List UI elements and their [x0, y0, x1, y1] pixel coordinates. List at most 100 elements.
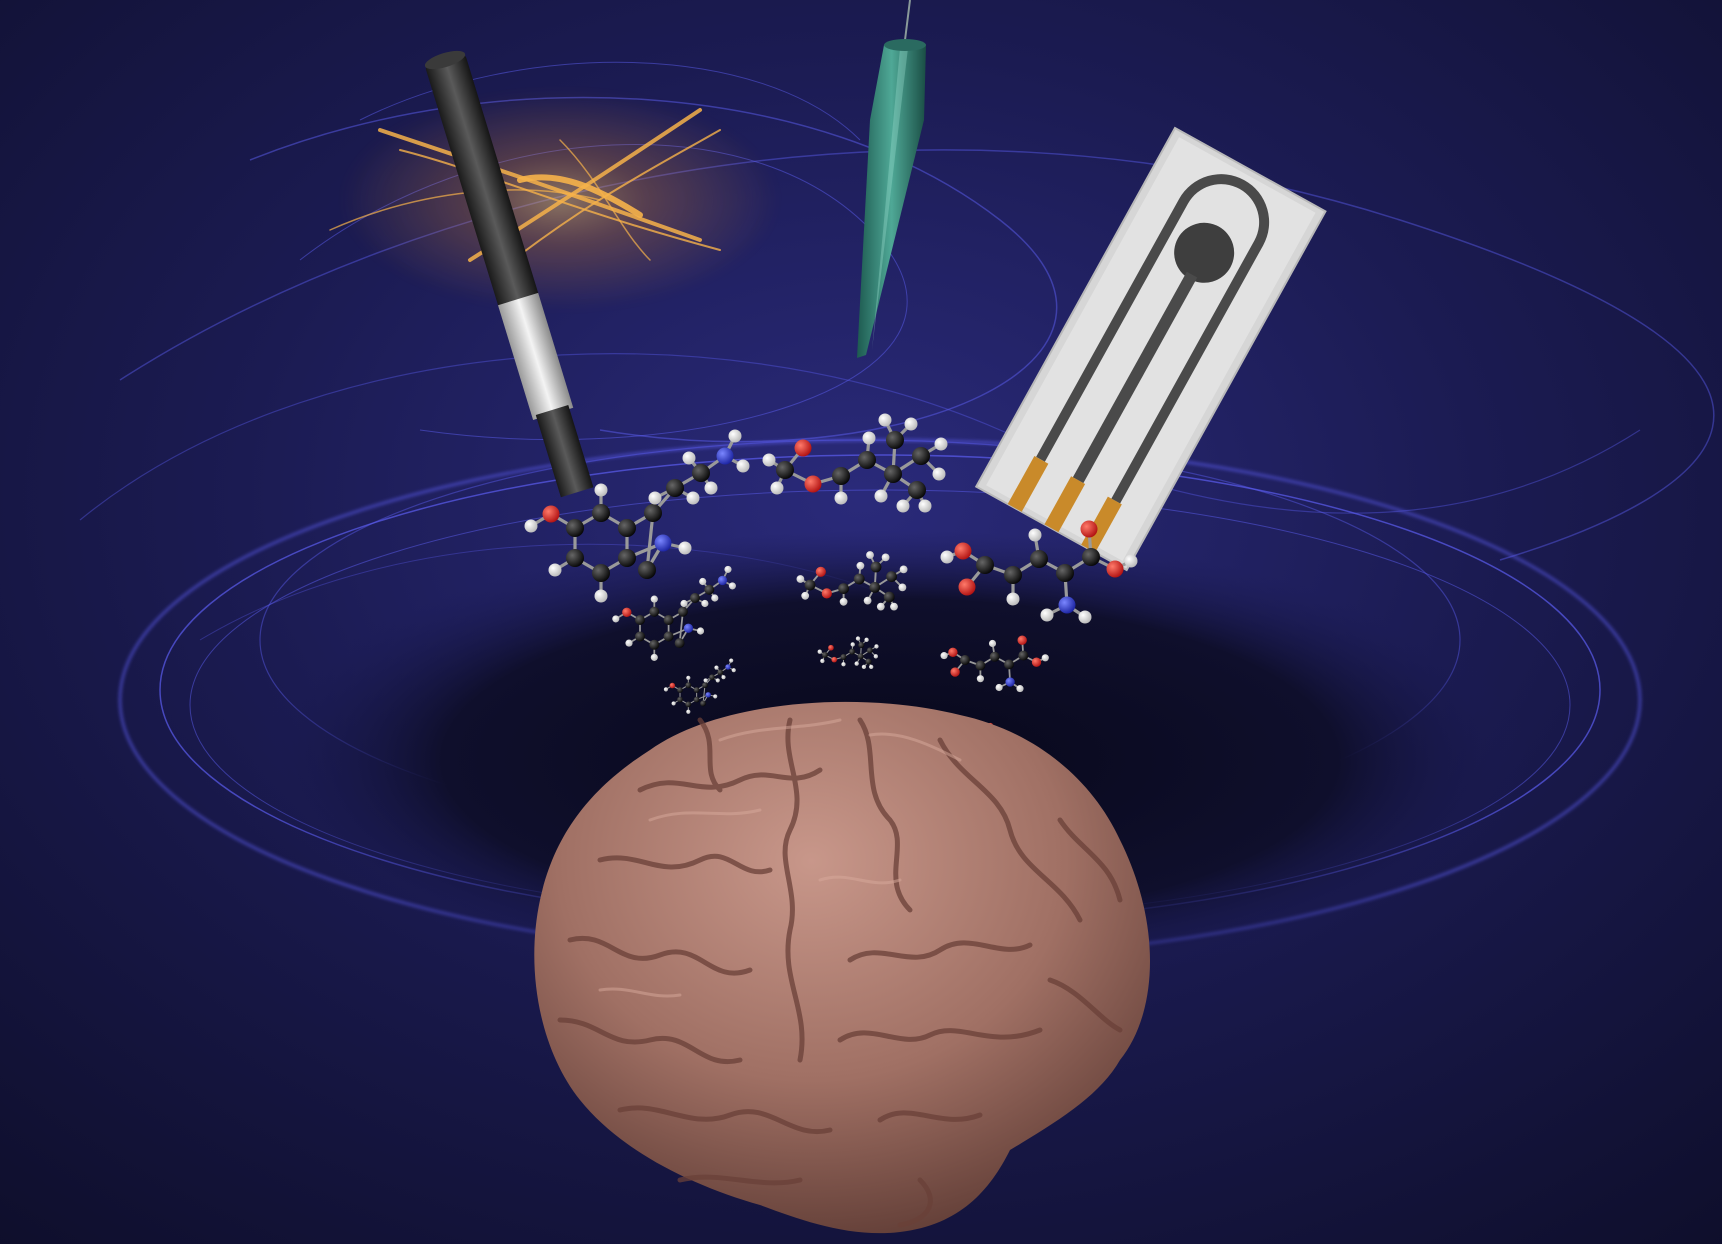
atom-H [918, 499, 932, 513]
atom-O [821, 588, 832, 599]
atom-H [841, 662, 846, 667]
molecule-center-3 [817, 636, 879, 670]
atom-H [940, 550, 954, 564]
atom-H [995, 683, 1003, 692]
atom-C [1056, 564, 1074, 582]
molecule-bond [702, 685, 706, 704]
atom-C [635, 615, 645, 625]
atom-C [618, 519, 636, 537]
atom-C [693, 687, 700, 693]
atom-C [866, 647, 873, 654]
atom-C [858, 642, 865, 649]
atom-C [702, 682, 708, 689]
atom-H [904, 417, 918, 431]
atom-H [648, 491, 662, 505]
atom-C [717, 669, 724, 676]
atom-C [1004, 659, 1014, 670]
atom-H [650, 653, 658, 661]
atom-C [857, 653, 864, 660]
atom-H [873, 654, 878, 659]
atom-H [839, 597, 848, 606]
atom-H [898, 583, 907, 592]
atom-O [1031, 657, 1042, 667]
atom-H [678, 541, 692, 555]
atom-O [794, 439, 812, 457]
atom-O [804, 475, 822, 493]
atom-H [874, 644, 879, 649]
atom-C [822, 652, 828, 658]
atom-N [725, 664, 731, 670]
atom-O [950, 667, 960, 677]
atom-H [524, 519, 538, 533]
molecule-center-1 [762, 413, 948, 513]
atom-C [838, 583, 849, 594]
atom-H [988, 639, 997, 648]
atom-H [714, 665, 719, 670]
atom-C [1004, 566, 1022, 584]
atom-O [948, 647, 958, 657]
atom-C [649, 639, 660, 650]
atom-H [869, 664, 874, 670]
atom-H [1006, 592, 1020, 606]
atom-C [776, 461, 794, 479]
carbon-rod-electrode-icon [424, 50, 594, 498]
atom-H [729, 658, 734, 663]
atom-H [682, 451, 696, 465]
atom-C [709, 674, 715, 681]
atom-O [954, 542, 972, 560]
atom-C [886, 431, 904, 449]
atom-H [855, 636, 861, 641]
atom-H [1041, 654, 1049, 662]
molecule-left-1 [524, 429, 750, 603]
atom-O [828, 644, 834, 651]
atom-H [834, 491, 848, 505]
atom-C [649, 606, 660, 617]
atom-C [840, 654, 847, 660]
atom-H [701, 599, 709, 608]
atom-C [674, 638, 685, 649]
atom-O [958, 578, 976, 596]
atom-H [663, 687, 668, 692]
atom-H [686, 675, 691, 680]
atom-H [686, 709, 691, 714]
atom-C [693, 696, 700, 703]
atom-H [796, 575, 805, 583]
atom-H [736, 459, 750, 473]
atom-H [625, 639, 633, 647]
atom-N [717, 575, 728, 586]
molecule-left-2 [612, 565, 736, 661]
atom-C [884, 465, 902, 483]
atom-H [612, 615, 620, 623]
atom-O [669, 682, 676, 689]
atom-C [1082, 548, 1100, 566]
atom-C [960, 655, 970, 665]
atom-H [899, 565, 908, 574]
atom-H [728, 429, 742, 443]
atom-N [716, 447, 734, 465]
atom-C [663, 615, 674, 625]
atom-C [638, 561, 656, 579]
molecule-bond [645, 512, 655, 571]
atom-H [1028, 528, 1042, 542]
atom-H [861, 664, 867, 670]
atom-H [594, 483, 608, 497]
atom-O [622, 607, 632, 617]
atom-N [654, 534, 672, 552]
atom-H [801, 591, 810, 600]
atom-H [715, 678, 720, 683]
human-brain-icon [534, 701, 1150, 1234]
atom-C [912, 447, 930, 465]
atom-H [713, 694, 718, 699]
atom-H [671, 701, 676, 706]
atom-C [677, 606, 688, 617]
atom-N [1005, 677, 1015, 687]
atom-H [934, 437, 948, 451]
atom-H [863, 596, 872, 605]
atom-H [1040, 608, 1054, 622]
atom-C [692, 464, 710, 482]
atom-H [1124, 554, 1138, 568]
atom-C [804, 579, 816, 591]
atom-H [976, 675, 984, 683]
atom-H [866, 551, 874, 559]
